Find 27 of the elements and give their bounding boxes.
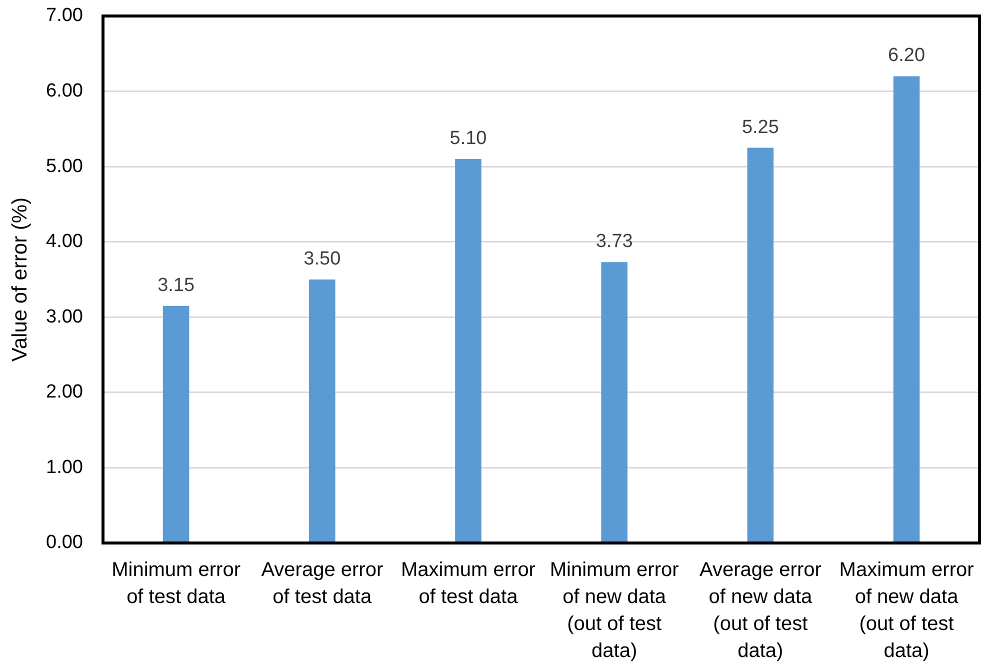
x-tick-label: Maximum error of new data (out of test data) [839,559,974,662]
y-tick-label: 5.00 [46,156,83,177]
x-tick-label: Average error of test data [261,559,384,608]
bar [308,280,336,542]
bar [601,262,628,542]
y-tick-label: 4.00 [46,231,83,252]
bar [162,306,190,542]
bar [455,159,482,542]
y-tick-label: 3.00 [46,306,83,328]
x-tick-label: Average error of new data (out of test data) [699,559,822,662]
y-tick-label: 6.00 [46,80,83,102]
y-axis-title: Value of error (%) [8,197,32,362]
data-label: 3.15 [158,274,195,296]
data-label: 3.50 [304,248,341,270]
y-tick-label: 0.00 [46,532,83,554]
bar [893,76,920,542]
y-tick-label: 2.00 [46,382,83,403]
y-tick-label: 1.00 [46,456,83,478]
data-label: 5.10 [450,128,487,150]
data-label: 5.25 [742,116,779,138]
data-label: 6.20 [888,45,926,66]
x-tick-label: Maximum error of test data [401,559,536,608]
data-label: 3.73 [596,231,633,252]
y-tick-label: 7.00 [46,5,83,26]
bar [747,148,774,542]
x-tick-label: Minimum error of test data [112,559,241,608]
x-tick-label: Minimum error of new data (out of test data) [550,559,680,662]
